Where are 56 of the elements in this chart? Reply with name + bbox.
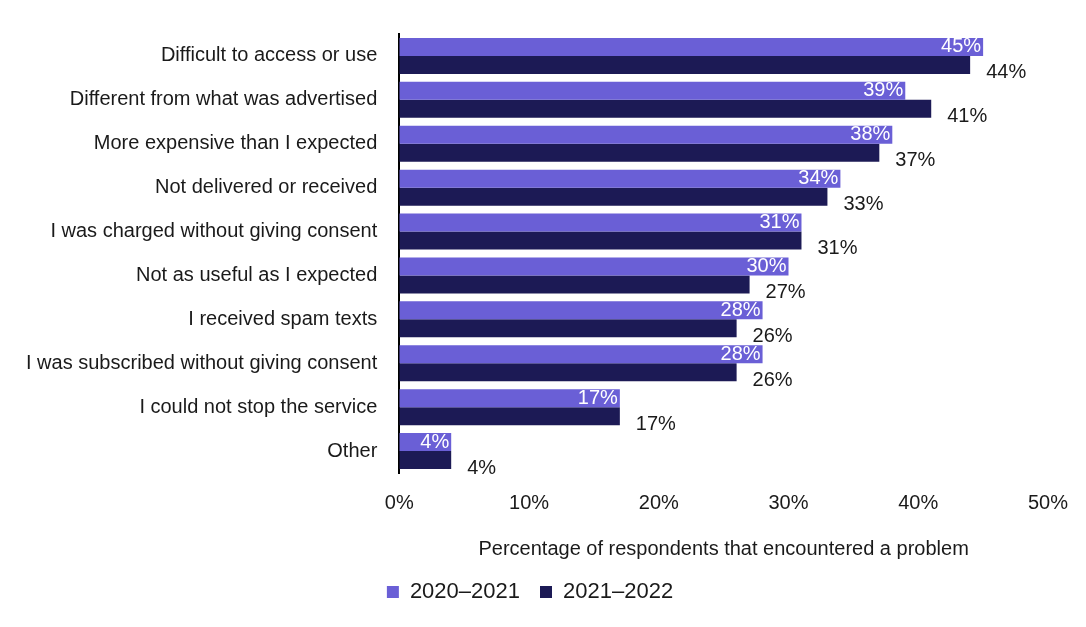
data-label: 44% [986, 60, 1027, 83]
data-label: 37% [895, 148, 936, 171]
bar [399, 37, 984, 56]
data-label: 38% [850, 122, 891, 145]
y-tick-label: More expensive than I expected [93, 131, 378, 154]
y-tick-label: I received spam texts [188, 306, 378, 329]
bar [399, 55, 971, 74]
bar [399, 257, 789, 276]
bar [399, 81, 906, 100]
data-label: 34% [798, 166, 839, 189]
legend-label: 2021–2022 [563, 578, 674, 604]
y-tick-label: Other [327, 438, 378, 461]
data-label: 30% [746, 253, 787, 276]
bar [399, 187, 828, 206]
x-tick-label: 20% [638, 490, 679, 513]
x-tick-label: 0% [384, 490, 414, 513]
data-label: 4% [467, 455, 497, 478]
x-tick-label: 30% [768, 490, 809, 513]
x-tick-label: 40% [898, 490, 939, 513]
y-tick-label: I was subscribed without giving consent [25, 350, 378, 373]
data-label: 39% [863, 78, 904, 101]
y-tick-label: I could not stop the service [139, 394, 378, 417]
data-label: 26% [752, 367, 793, 390]
bar [399, 345, 763, 364]
bar [399, 213, 802, 232]
bar [399, 99, 932, 118]
bar [399, 275, 750, 294]
data-label: 17% [635, 411, 677, 434]
data-label: 17% [577, 385, 619, 408]
bar [399, 319, 737, 338]
bar [399, 301, 763, 320]
data-label: 28% [720, 297, 761, 320]
data-label: 27% [765, 279, 806, 302]
data-label: 4% [420, 429, 450, 452]
x-tick-label: 10% [509, 490, 550, 513]
bar [399, 143, 880, 162]
bar [399, 389, 620, 408]
data-label: 41% [947, 104, 988, 127]
x-axis-title: Percentage of respondents that encountered a problem [478, 536, 969, 559]
data-label: 31% [817, 236, 858, 259]
x-tick-label: 50% [1027, 490, 1069, 513]
data-label: 45% [941, 34, 982, 57]
bar [399, 169, 841, 188]
bar [399, 451, 452, 470]
bar [399, 363, 737, 382]
legend-label: 2020–2021 [409, 578, 521, 604]
y-tick-label: Not as useful as I expected [136, 262, 378, 285]
y-tick-label: Different from what was advertised [69, 87, 378, 110]
bar [399, 125, 893, 144]
bar [399, 231, 802, 250]
data-label: 33% [843, 192, 884, 215]
y-tick-label: Difficult to access or use [160, 43, 378, 66]
data-label: 31% [759, 210, 800, 233]
y-tick-label: Not delivered or received [154, 175, 378, 198]
bar [399, 407, 620, 426]
y-tick-label: I was charged without giving consent [50, 219, 378, 242]
